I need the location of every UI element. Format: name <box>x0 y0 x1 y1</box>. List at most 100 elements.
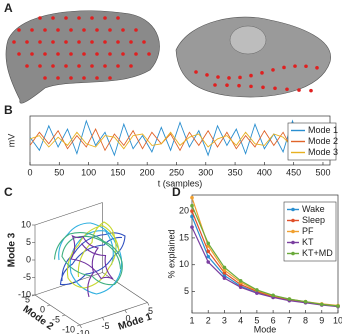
electrode <box>69 52 73 56</box>
box-edge <box>102 272 148 303</box>
trajectory <box>70 234 114 298</box>
x-tick-label: 1 <box>189 315 194 325</box>
point <box>255 291 259 295</box>
x-axis-label: Mode <box>254 324 277 334</box>
x-tick-label: 9 <box>319 315 324 325</box>
electrode <box>77 16 81 20</box>
electrode <box>69 76 73 80</box>
x-tick-label: 150 <box>110 167 125 177</box>
electrode <box>273 86 277 91</box>
electrode <box>147 52 151 56</box>
series-line <box>29 131 331 150</box>
electrode <box>237 83 241 88</box>
trajectory <box>53 232 123 286</box>
legend-marker <box>291 240 295 245</box>
electrode <box>17 28 21 32</box>
y-tick <box>46 304 51 307</box>
point <box>206 254 211 259</box>
electrode <box>129 40 133 44</box>
electrode <box>108 28 112 32</box>
z-tick-label: 10 <box>21 219 31 229</box>
electrode <box>90 16 94 20</box>
point <box>222 276 227 280</box>
point <box>303 299 308 304</box>
electrode <box>30 28 34 32</box>
x-tick-label: 3 <box>222 315 227 325</box>
electrode <box>227 76 231 80</box>
electrode <box>56 76 60 80</box>
point <box>190 209 194 213</box>
point <box>222 268 227 272</box>
legend-label: Wake <box>302 204 325 214</box>
x-tick-label: 4 <box>238 315 243 325</box>
electrode <box>77 64 81 68</box>
series-line <box>191 205 339 307</box>
electrode <box>108 52 112 56</box>
box-edge <box>34 294 81 326</box>
x-tick-label: 400 <box>257 167 272 177</box>
box-edge <box>34 202 103 226</box>
series-line <box>191 226 339 308</box>
plot-frame <box>191 194 339 314</box>
y-axis-label: mV <box>6 134 16 148</box>
y-tick-label: 0 <box>40 304 45 314</box>
electrode <box>134 28 138 32</box>
electrode <box>116 64 120 68</box>
legend-marker <box>291 229 295 234</box>
electrode <box>285 87 289 92</box>
electrode <box>309 88 313 93</box>
z-axis-label: Mode 3 <box>7 232 18 267</box>
x-tick-label: 300 <box>198 167 213 177</box>
point <box>255 288 259 292</box>
point <box>206 241 211 246</box>
x-tick-label: -5 <box>101 321 109 331</box>
electrode <box>129 64 133 68</box>
point <box>190 195 194 200</box>
point <box>222 270 227 275</box>
electrode <box>315 65 319 70</box>
x-tick-label: 200 <box>140 167 155 177</box>
electrode <box>103 40 107 44</box>
x-tick-label: 0 <box>125 313 130 323</box>
x-tick-label: 350 <box>228 167 243 177</box>
electrode <box>282 65 286 70</box>
electrode <box>51 64 55 68</box>
electrode <box>38 40 42 44</box>
point <box>271 293 275 298</box>
x-axis-label: Mode 1 <box>117 311 154 332</box>
point <box>222 273 227 278</box>
electrode <box>121 28 125 32</box>
electrode <box>64 64 68 68</box>
point <box>206 249 211 254</box>
z-tick-label: -10 <box>18 289 31 299</box>
electrode <box>225 83 229 87</box>
electrode <box>116 40 120 44</box>
electrode <box>64 40 68 44</box>
electrode <box>38 64 42 68</box>
electrode <box>134 52 138 56</box>
electrodes <box>12 16 319 93</box>
electrode <box>30 52 34 56</box>
point <box>206 260 211 264</box>
point <box>222 265 227 270</box>
panel-label: A <box>4 1 13 15</box>
trajectory <box>59 232 126 286</box>
electrode <box>25 40 29 44</box>
x-tick <box>147 302 150 306</box>
x-tick-label: 8 <box>303 315 308 325</box>
panel-label: B <box>4 103 13 117</box>
legend-marker <box>291 218 295 223</box>
x-tick <box>79 324 82 329</box>
box-edge <box>79 302 148 326</box>
electrode <box>103 64 107 68</box>
electrode <box>12 40 16 44</box>
x-tick-label: 450 <box>286 167 301 177</box>
electrode <box>43 52 47 56</box>
electrode <box>51 40 55 44</box>
electrode <box>17 52 21 56</box>
electrode <box>271 68 275 72</box>
panel-label: C <box>4 185 13 199</box>
electrode <box>95 76 99 80</box>
point <box>287 297 292 301</box>
